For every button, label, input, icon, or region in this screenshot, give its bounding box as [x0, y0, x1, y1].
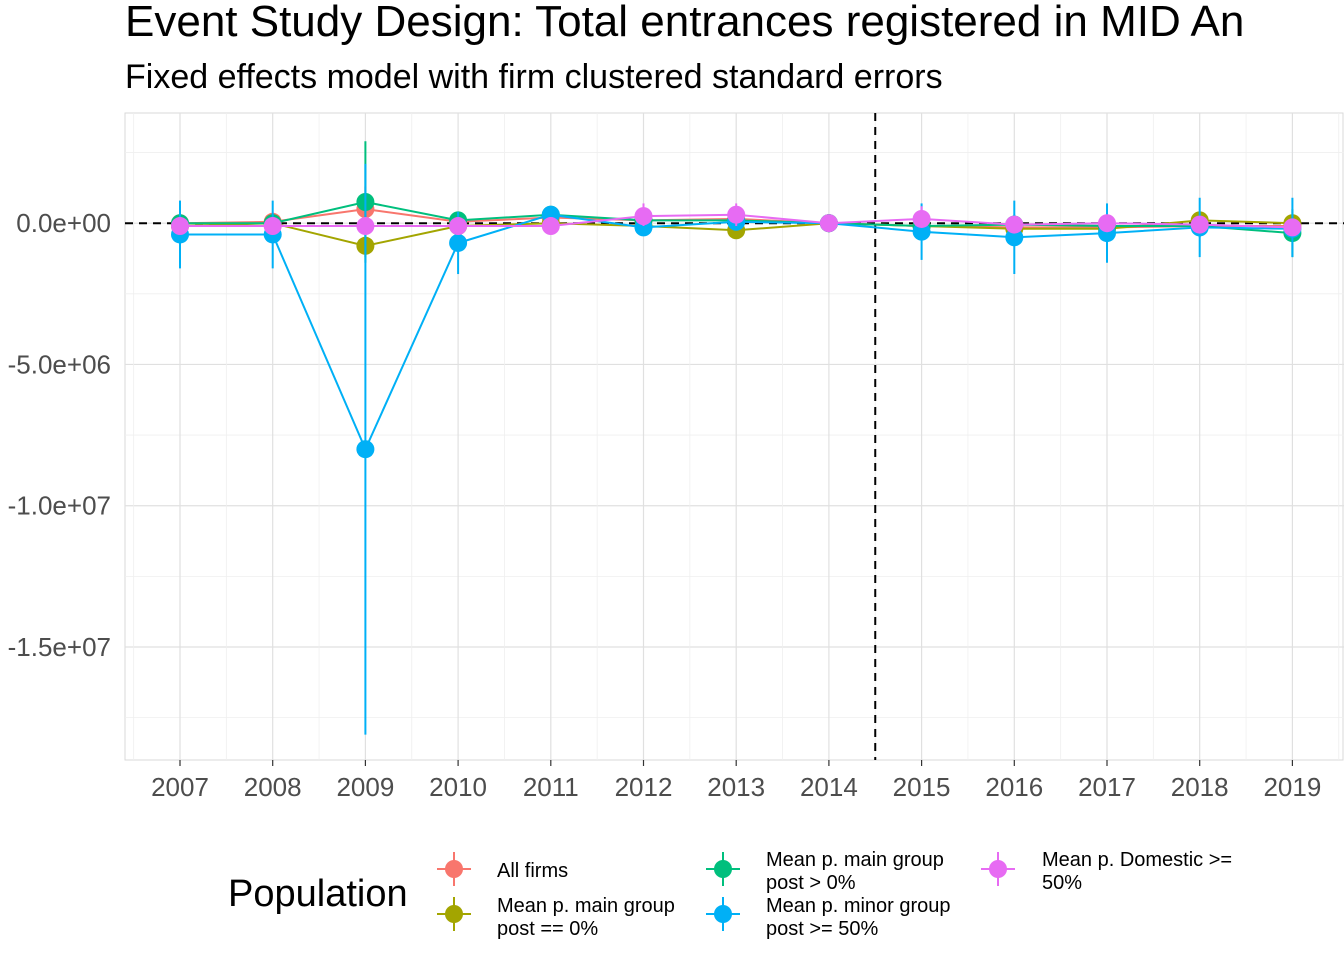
legend-label: Mean p. minor group post >= 50%	[766, 895, 951, 940]
legend-key-point	[714, 905, 732, 923]
series-4	[171, 203, 1302, 237]
x-tick-label: 2018	[1171, 772, 1229, 802]
data-point	[634, 207, 653, 226]
panel-border	[124, 112, 1344, 761]
legend-label: Mean p. main group post == 0%	[497, 895, 675, 940]
data-point	[541, 217, 560, 236]
series-layer	[171, 141, 1302, 735]
legend-label-line: Mean p. minor group	[766, 895, 951, 917]
legend-label-line: Mean p. main group	[497, 895, 675, 917]
legend-item: Mean p. main group post > 0%	[706, 849, 944, 894]
y-tick-label: -1.0e+07	[8, 491, 111, 521]
legend-item: Mean p. minor group post >= 50%	[706, 895, 951, 940]
x-tick-label: 2014	[800, 772, 858, 802]
data-point	[912, 222, 931, 241]
data-point	[1283, 218, 1302, 237]
x-tick-label: 2007	[151, 772, 209, 802]
data-point	[356, 217, 375, 236]
legend-key-point	[989, 860, 1007, 878]
data-point	[1098, 214, 1116, 233]
legend-key-point	[445, 860, 463, 878]
data-point	[263, 217, 282, 236]
legend-title: Population	[228, 873, 408, 915]
legend-item: Mean p. Domestic >= 50%	[981, 849, 1232, 894]
legend-label-line: 50%	[1042, 872, 1082, 894]
legend-item: Mean p. main group post == 0%	[437, 895, 675, 940]
chart-subtitle: Fixed effects model with firm clustered …	[125, 58, 943, 96]
legend-label-line: post >= 50%	[766, 918, 879, 940]
y-tick-label: -1.5e+07	[8, 632, 111, 662]
x-tick-label: 2012	[615, 772, 673, 802]
data-point	[1005, 215, 1024, 234]
legend-label-line: post == 0%	[497, 918, 598, 940]
legend-label-line: Mean p. Domestic >=	[1042, 849, 1232, 871]
legend-label: All firms	[497, 860, 568, 882]
chart-title: Event Study Design: Total entrances regi…	[125, 0, 1245, 46]
x-tick-label: 2009	[336, 772, 394, 802]
x-tick-label: 2016	[985, 772, 1043, 802]
axis-labels: 0.0e+00 -5.0e+06 -1.0e+07 -1.5e+07 2007 2008 2…	[8, 208, 1322, 802]
x-tick-label: 2010	[429, 772, 487, 802]
x-tick-label: 2015	[893, 772, 951, 802]
legend-label-line: Mean p. main group	[766, 849, 944, 871]
legend-label: Mean p. main group post > 0%	[766, 849, 944, 894]
x-tick-label: 2013	[707, 772, 765, 802]
data-point	[356, 440, 375, 459]
data-point	[449, 233, 468, 252]
x-tick-label: 2019	[1263, 772, 1321, 802]
data-point	[171, 217, 189, 236]
x-tick-label: 2008	[244, 772, 302, 802]
legend-label-line: post > 0%	[766, 872, 856, 894]
data-point	[449, 217, 468, 236]
data-point	[912, 209, 931, 228]
data-point	[819, 214, 838, 233]
y-tick-label: 0.0e+00	[16, 208, 111, 238]
legend-key-point	[714, 860, 732, 878]
x-tick-label: 2011	[523, 772, 579, 802]
legend-key-point	[445, 905, 463, 923]
legend-label: Mean p. Domestic >= 50%	[1042, 849, 1232, 894]
y-tick-label: -5.0e+06	[8, 349, 111, 379]
data-point	[727, 205, 746, 224]
legend-item: All firms	[437, 852, 568, 886]
x-tick-label: 2017	[1078, 772, 1136, 802]
data-point	[1005, 228, 1024, 247]
data-point	[1190, 215, 1209, 234]
